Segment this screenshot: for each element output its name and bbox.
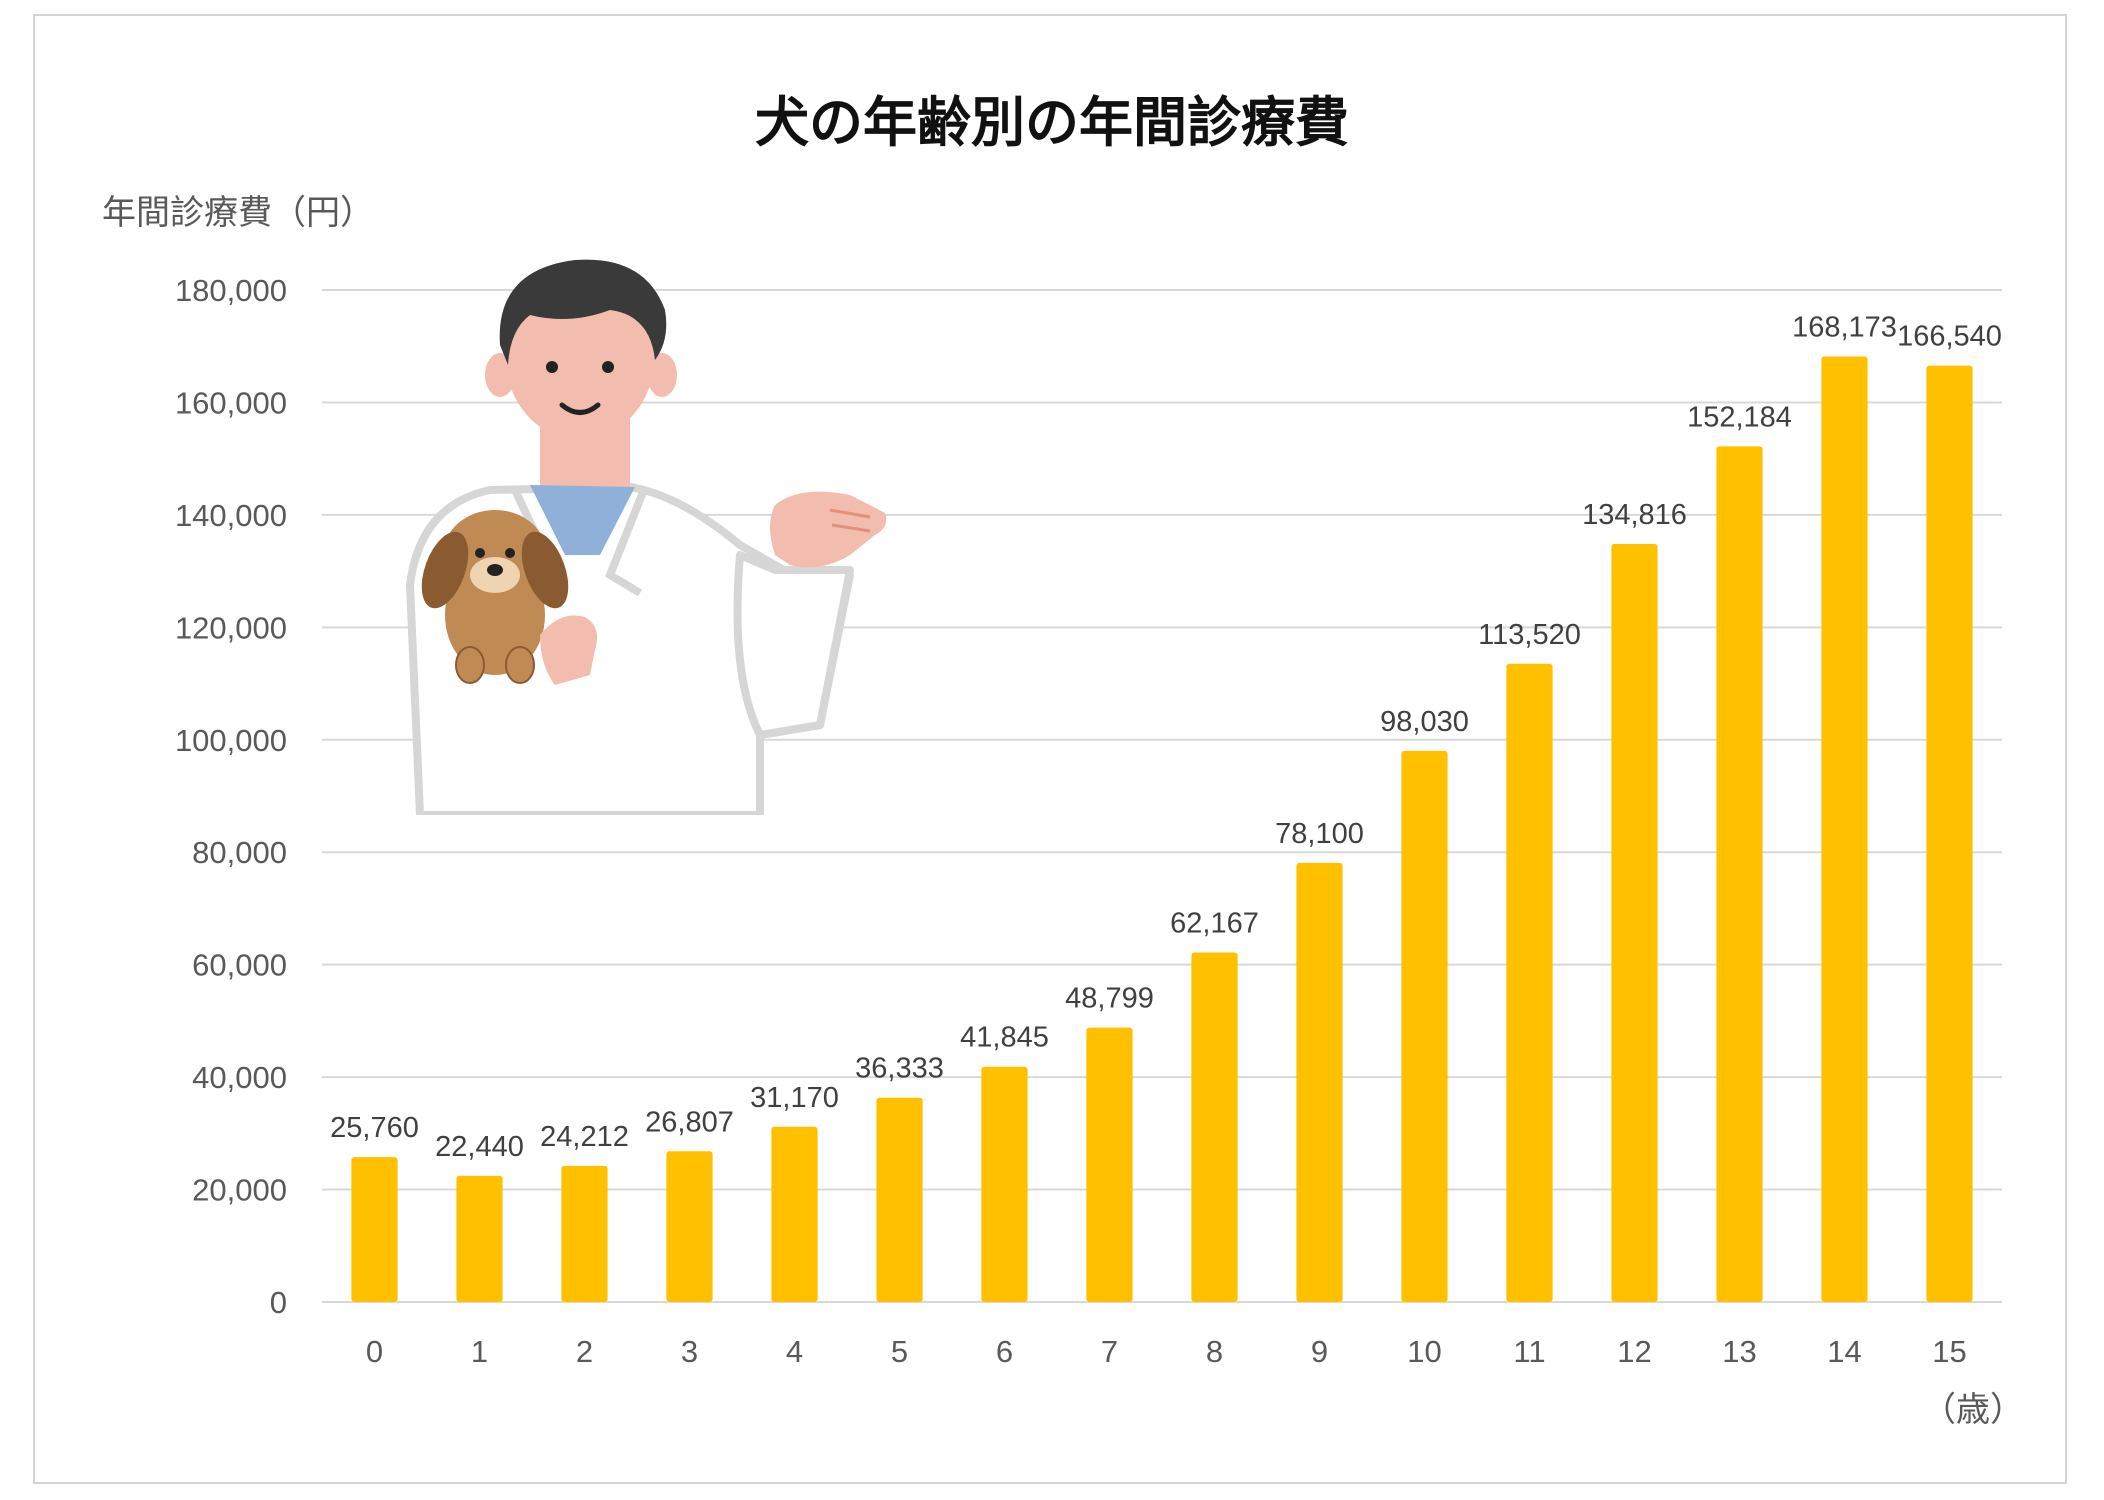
data-label: 98,030 bbox=[1380, 706, 1469, 738]
x-axis-unit-label: （歳） bbox=[1922, 1390, 2024, 1430]
data-label: 48,799 bbox=[1065, 983, 1154, 1015]
hand bbox=[770, 491, 887, 568]
bar bbox=[1716, 446, 1763, 1303]
y-tick-label: 20,000 bbox=[192, 1173, 287, 1208]
data-labels: 25,760 22,440 24,212 26,807 31,170 36,333 41,8… bbox=[330, 311, 2002, 1162]
x-tick-label: 12 bbox=[1617, 1334, 1651, 1369]
x-tick-label: 3 bbox=[681, 1334, 698, 1369]
y-tick-label: 0 bbox=[270, 1285, 287, 1320]
bar bbox=[666, 1151, 713, 1302]
y-axis-label: 年間診療費（円） bbox=[102, 193, 374, 233]
holding-hand bbox=[540, 615, 598, 685]
bar bbox=[1086, 1027, 1133, 1302]
raised-arm bbox=[733, 551, 854, 739]
bar bbox=[1191, 952, 1238, 1302]
x-tick-label: 4 bbox=[786, 1334, 803, 1369]
x-tick-label: 11 bbox=[1513, 1334, 1545, 1369]
y-tick-label: 180,000 bbox=[175, 273, 287, 308]
vet-with-dog-illustration bbox=[406, 259, 887, 815]
data-label: 41,845 bbox=[960, 1022, 1049, 1054]
x-tick-label: 8 bbox=[1206, 1334, 1223, 1369]
data-label: 31,170 bbox=[750, 1082, 839, 1114]
bar bbox=[1401, 750, 1448, 1302]
hair bbox=[499, 259, 667, 365]
x-axis-ticks: 0 1 2 3 4 5 6 7 8 9 10 11 12 13 14 15 bbox=[366, 1334, 1967, 1369]
bar bbox=[1611, 544, 1658, 1302]
y-tick-label: 160,000 bbox=[175, 385, 287, 420]
data-label: 152,184 bbox=[1687, 401, 1792, 433]
dog bbox=[421, 510, 569, 684]
x-tick-label: 2 bbox=[576, 1334, 593, 1369]
data-label: 78,100 bbox=[1275, 818, 1364, 850]
x-tick-label: 9 bbox=[1311, 1334, 1328, 1369]
data-label: 22,440 bbox=[435, 1131, 524, 1163]
bar bbox=[456, 1175, 503, 1302]
data-label: 113,520 bbox=[1478, 619, 1581, 651]
bar bbox=[1506, 663, 1553, 1302]
data-label: 166,540 bbox=[1897, 321, 2002, 353]
x-tick-label: 1 bbox=[471, 1334, 488, 1369]
x-tick-label: 5 bbox=[891, 1334, 908, 1369]
data-label: 25,760 bbox=[330, 1112, 419, 1144]
data-label: 36,333 bbox=[855, 1053, 944, 1085]
bar bbox=[561, 1165, 608, 1302]
bars bbox=[351, 356, 1973, 1303]
bar bbox=[1926, 365, 1973, 1302]
x-tick-label: 6 bbox=[996, 1334, 1013, 1369]
y-tick-label: 60,000 bbox=[192, 948, 287, 983]
bar bbox=[876, 1097, 923, 1302]
y-tick-label: 40,000 bbox=[192, 1060, 287, 1095]
shirt bbox=[530, 485, 635, 555]
x-tick-label: 15 bbox=[1932, 1334, 1966, 1369]
bar bbox=[981, 1066, 1028, 1302]
data-label: 24,212 bbox=[540, 1121, 629, 1153]
x-tick-label: 13 bbox=[1722, 1334, 1756, 1369]
bar bbox=[1296, 862, 1343, 1302]
x-tick-label: 10 bbox=[1407, 1334, 1441, 1369]
x-tick-label: 14 bbox=[1827, 1334, 1861, 1369]
bar bbox=[771, 1126, 818, 1302]
y-tick-label: 100,000 bbox=[175, 723, 287, 758]
y-axis-ticks: 0 20,000 40,000 60,000 80,000 100,000 120,000 1… bbox=[175, 273, 287, 1320]
x-tick-label: 0 bbox=[366, 1334, 383, 1369]
y-tick-label: 80,000 bbox=[192, 835, 287, 870]
data-label: 168,173 bbox=[1792, 311, 1897, 343]
y-tick-label: 120,000 bbox=[175, 610, 287, 645]
data-label: 134,816 bbox=[1582, 499, 1687, 531]
data-label: 62,167 bbox=[1170, 907, 1259, 939]
y-tick-label: 140,000 bbox=[175, 498, 287, 533]
data-label: 26,807 bbox=[645, 1106, 734, 1138]
chart-title: 犬の年齢別の年間診療費 bbox=[755, 91, 1349, 154]
x-tick-label: 7 bbox=[1101, 1334, 1118, 1369]
bar bbox=[1821, 356, 1868, 1302]
bar bbox=[351, 1157, 398, 1302]
